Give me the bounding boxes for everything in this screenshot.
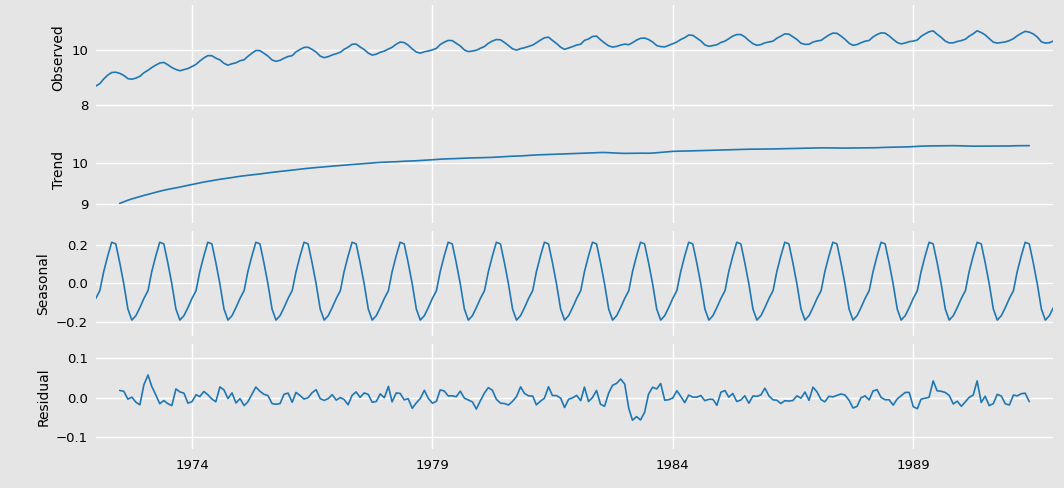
Y-axis label: Seasonal: Seasonal bbox=[36, 252, 50, 315]
Y-axis label: Trend: Trend bbox=[52, 151, 66, 189]
Y-axis label: Observed: Observed bbox=[52, 24, 66, 91]
Y-axis label: Residual: Residual bbox=[36, 367, 50, 426]
